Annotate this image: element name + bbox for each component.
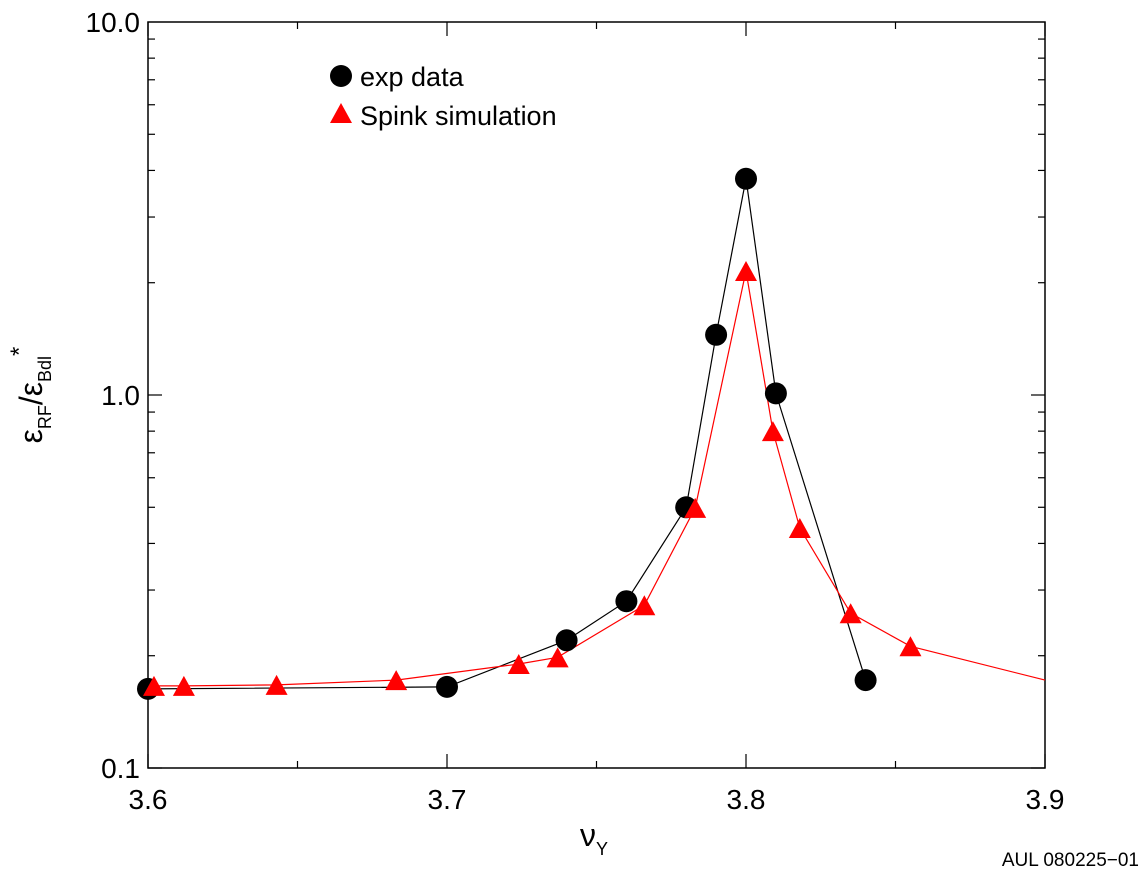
data-point-spink-simulation bbox=[761, 421, 784, 442]
series-markers bbox=[137, 167, 922, 700]
data-point-spink-simulation bbox=[385, 670, 408, 691]
x-tick-label: 3.9 bbox=[1026, 784, 1065, 815]
y-tick-label: 0.1 bbox=[101, 753, 140, 784]
data-point-spink-simulation bbox=[899, 636, 922, 657]
data-point-exp-data bbox=[854, 669, 877, 692]
x-tick-label: 3.8 bbox=[727, 784, 766, 815]
legend-marker-exp-data bbox=[330, 65, 352, 87]
x-tick-label: 3.7 bbox=[428, 784, 467, 815]
data-point-spink-simulation bbox=[839, 603, 862, 624]
data-point-spink-simulation bbox=[684, 497, 707, 518]
y-axis-sub1: RF bbox=[35, 405, 55, 429]
legend-label-exp-data: exp data bbox=[360, 62, 465, 92]
axis-ticks bbox=[147, 22, 1046, 769]
data-point-exp-data bbox=[555, 629, 578, 652]
x-axis-subscript: Y bbox=[596, 839, 608, 859]
y-tick-label: 10.0 bbox=[86, 7, 141, 38]
data-point-spink-simulation bbox=[172, 675, 195, 696]
legend-marker-spink-simulation bbox=[330, 103, 352, 123]
legend-label-spink-simulation: Spink simulation bbox=[360, 101, 557, 131]
data-point-spink-simulation bbox=[735, 261, 757, 282]
data-point-spink-simulation bbox=[788, 517, 811, 538]
data-point-spink-simulation bbox=[507, 654, 530, 675]
y-axis-slash: / bbox=[13, 396, 49, 405]
y-tick-label: 1.0 bbox=[101, 380, 140, 411]
data-point-exp-data bbox=[615, 590, 638, 613]
y-axis-sup: * bbox=[6, 347, 33, 356]
data-point-spink-simulation bbox=[546, 647, 569, 668]
y-axis-label: εRF/εBdl* bbox=[6, 347, 55, 444]
data-point-spink-simulation bbox=[265, 674, 288, 695]
tick-labels: 3.6 3.7 3.8 3.9 0.1 1.0 10.0 bbox=[86, 7, 1065, 815]
data-point-spink-simulation bbox=[142, 675, 165, 696]
figure-code: AUL 080225−01 bbox=[1001, 850, 1139, 871]
y-axis-sub2: Bdl bbox=[35, 356, 55, 382]
legend: exp data Spink simulation bbox=[330, 62, 557, 131]
series-line-spink-simulation bbox=[154, 270, 1046, 687]
data-point-exp-data bbox=[735, 167, 757, 190]
plot-area bbox=[147, 21, 1046, 769]
x-tick-label: 3.6 bbox=[129, 784, 168, 815]
y-axis-eps2: ε bbox=[13, 382, 49, 396]
data-point-spink-simulation bbox=[633, 595, 656, 616]
y-axis-eps1: ε bbox=[13, 429, 49, 443]
data-point-exp-data bbox=[764, 382, 787, 405]
x-axis-label: νY bbox=[580, 817, 608, 859]
data-point-exp-data bbox=[436, 675, 458, 698]
x-axis-symbol: ν bbox=[580, 817, 596, 853]
data-point-exp-data bbox=[705, 323, 728, 346]
